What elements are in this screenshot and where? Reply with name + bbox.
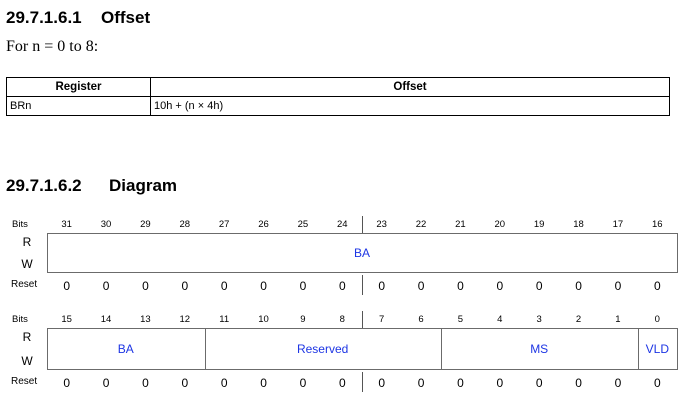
reset-value: 0 bbox=[653, 279, 661, 293]
reset-value: 0 bbox=[260, 376, 267, 390]
reset-value: 0 bbox=[142, 279, 149, 293]
bits-label: Bits bbox=[12, 314, 28, 325]
reset-value: 0 bbox=[181, 376, 189, 390]
bit-number: 7 bbox=[379, 314, 385, 325]
intro-text: For n = 0 to 8: bbox=[6, 38, 99, 55]
reset-value: 0 bbox=[417, 279, 425, 293]
bit-number: 9 bbox=[300, 314, 306, 325]
bit-number: 5 bbox=[457, 314, 464, 325]
bit-number: 6 bbox=[418, 314, 424, 325]
reset-value: 0 bbox=[181, 279, 189, 293]
field-ba: BA bbox=[353, 246, 370, 260]
section-heading-offset: 29.7.1.6.1 Offset bbox=[6, 8, 150, 28]
bit-number: 29 bbox=[140, 219, 151, 230]
section-title: Diagram bbox=[109, 176, 178, 195]
reset-value: 0 bbox=[299, 279, 307, 293]
table-header-row: Register Offset bbox=[6, 77, 670, 97]
write-label: W bbox=[21, 257, 33, 271]
reset-value: 0 bbox=[417, 376, 425, 390]
reset-value: 0 bbox=[653, 376, 661, 390]
table-row: BRn 10h + (n × 4h) bbox=[6, 96, 670, 116]
cell-offset: 10h + (n × 4h) bbox=[150, 96, 670, 116]
bit-number: 30 bbox=[100, 219, 112, 230]
byte-separator bbox=[362, 216, 363, 233]
bit-number: 4 bbox=[497, 314, 503, 325]
bit-number: 11 bbox=[219, 314, 230, 325]
section-heading-diagram: 29.7.1.6.2 Diagram bbox=[6, 176, 177, 196]
bit-number: 19 bbox=[533, 219, 545, 230]
field-reserved: Reserved bbox=[296, 342, 349, 356]
bit-number: 18 bbox=[573, 219, 584, 230]
bit-number: 27 bbox=[218, 219, 230, 230]
bit-number: 15 bbox=[61, 314, 72, 325]
bit-number: 21 bbox=[455, 219, 466, 230]
bit-number: 2 bbox=[575, 314, 582, 325]
reset-value: 0 bbox=[575, 376, 582, 390]
bit-number: 31 bbox=[61, 219, 72, 230]
field-box bbox=[637, 328, 678, 370]
cell-register: BRn bbox=[6, 96, 151, 116]
bit-number: 8 bbox=[339, 314, 345, 325]
bit-number: 20 bbox=[494, 219, 506, 230]
reset-value: 0 bbox=[63, 376, 71, 390]
reset-value: 0 bbox=[378, 376, 386, 390]
reset-value: 0 bbox=[299, 376, 307, 390]
reset-value: 0 bbox=[575, 279, 582, 293]
bit-number: 1 bbox=[615, 314, 621, 325]
field-vld: VLD bbox=[645, 342, 669, 356]
bits-label: Bits bbox=[12, 219, 28, 230]
reset-value: 0 bbox=[535, 376, 543, 390]
section-number: 29.7.1.6.1 bbox=[6, 8, 82, 27]
reset-value: 0 bbox=[496, 279, 504, 293]
field-ba: BA bbox=[117, 342, 134, 356]
read-label: R bbox=[22, 235, 32, 249]
bit-number: 16 bbox=[652, 219, 663, 230]
bit-number: 3 bbox=[536, 314, 542, 325]
bit-number: 24 bbox=[337, 219, 348, 230]
bit-number: 23 bbox=[376, 219, 387, 230]
reset-value: 0 bbox=[535, 279, 543, 293]
reset-value: 0 bbox=[614, 279, 622, 293]
bit-number: 14 bbox=[100, 314, 112, 325]
section-number: 29.7.1.6.2 bbox=[6, 176, 82, 195]
bit-number: 28 bbox=[179, 219, 191, 230]
byte-separator bbox=[362, 372, 363, 392]
bit-number: 25 bbox=[297, 219, 309, 230]
byte-separator bbox=[362, 275, 363, 295]
reset-value: 0 bbox=[457, 279, 464, 293]
reset-value: 0 bbox=[220, 376, 228, 390]
column-header-offset: Offset bbox=[150, 77, 670, 97]
section-title: Offset bbox=[101, 8, 151, 27]
bit-number: 10 bbox=[258, 314, 269, 325]
field-ms: MS bbox=[530, 342, 549, 356]
reset-value: 0 bbox=[496, 376, 504, 390]
byte-separator bbox=[362, 311, 363, 328]
reset-value: 0 bbox=[338, 376, 346, 390]
bit-number: 26 bbox=[258, 219, 269, 230]
reset-value: 0 bbox=[63, 279, 71, 293]
reset-value: 0 bbox=[102, 279, 110, 293]
bit-number: 0 bbox=[654, 314, 660, 325]
reset-value: 0 bbox=[142, 376, 149, 390]
reset-value: 0 bbox=[220, 279, 228, 293]
reset-value: 0 bbox=[260, 279, 267, 293]
reset-value: 0 bbox=[614, 376, 622, 390]
offset-table: Register Offset BRn 10h + (n × 4h) bbox=[6, 77, 670, 116]
reset-label: Reset bbox=[11, 376, 38, 387]
reset-value: 0 bbox=[338, 279, 346, 293]
column-header-register: Register bbox=[6, 77, 151, 97]
reset-value: 0 bbox=[102, 376, 110, 390]
field-box bbox=[47, 233, 678, 273]
bit-number: 12 bbox=[179, 314, 191, 325]
write-label: W bbox=[21, 354, 33, 368]
reset-label: Reset bbox=[11, 279, 38, 290]
read-label: R bbox=[22, 330, 32, 344]
reset-value: 0 bbox=[457, 376, 464, 390]
bit-number: 13 bbox=[140, 314, 151, 325]
bit-number: 17 bbox=[612, 219, 624, 230]
bit-number: 22 bbox=[415, 219, 427, 230]
reset-value: 0 bbox=[378, 279, 386, 293]
